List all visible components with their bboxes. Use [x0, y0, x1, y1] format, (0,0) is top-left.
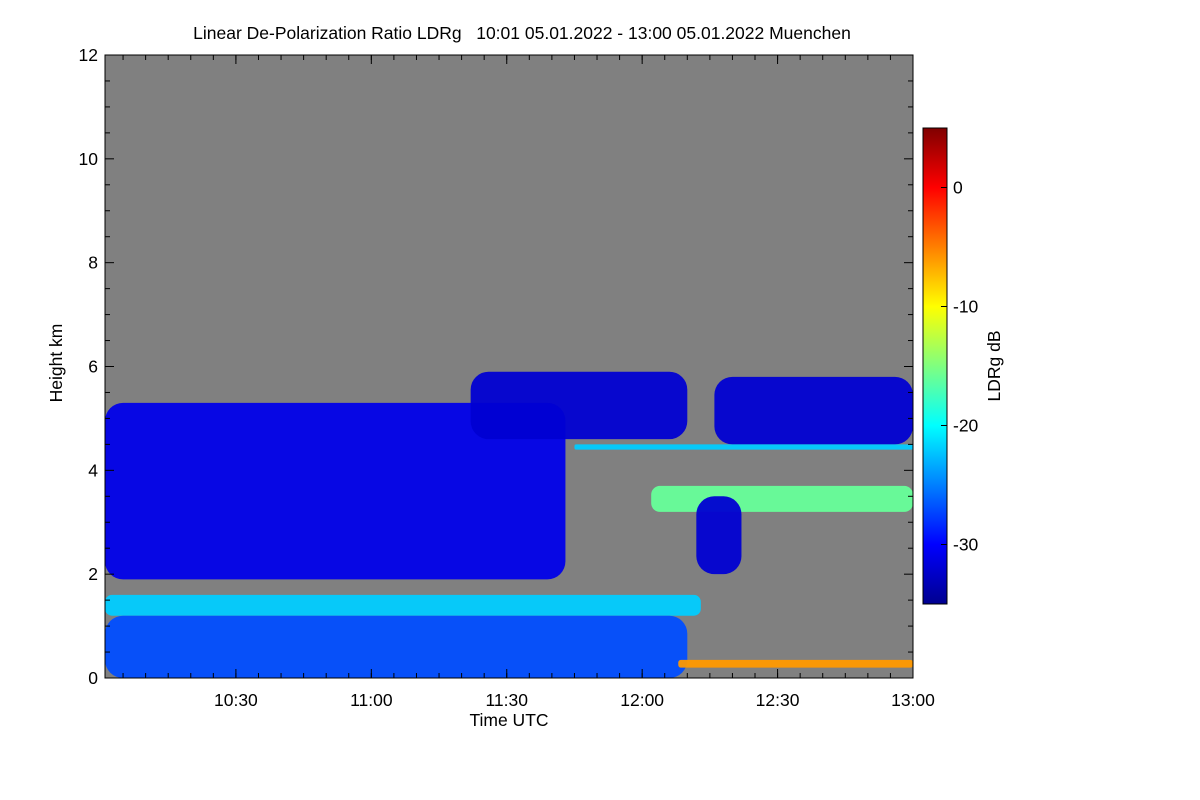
feature-upper-cloud — [470, 371, 688, 440]
y-axis: 0 2 4 6 8 10 12 — [79, 45, 913, 688]
colorbar-ticks: 0 -10 -20 -30 — [941, 178, 979, 555]
feature-fall-streak — [696, 496, 742, 575]
x-axis-label: Time UTC — [469, 710, 548, 730]
colorbar-label: LDRg dB — [984, 330, 1004, 401]
y-tick-label: 2 — [88, 564, 98, 584]
x-tick-label: 12:00 — [620, 690, 664, 710]
chart-title: Linear De-Polarization Ratio LDRg 10:01 … — [193, 23, 851, 43]
feature-main-cloud-layer — [105, 402, 566, 580]
y-tick-label: 10 — [79, 149, 99, 169]
colorbar-tick-label: 0 — [953, 178, 963, 198]
plot-background — [105, 55, 913, 678]
colorbar — [922, 127, 948, 605]
feature-boundary-layer-top — [105, 594, 701, 616]
x-tick-label: 10:30 — [214, 690, 258, 710]
y-axis-label: Height km — [46, 324, 66, 403]
x-tick-label: 12:30 — [756, 690, 800, 710]
colorbar-tick-label: -10 — [953, 297, 979, 317]
x-axis: 10:30 11:00 11:30 12:00 12:30 13:00 — [122, 55, 935, 710]
y-tick-label: 0 — [88, 668, 98, 688]
feature-aerosol-layer — [651, 485, 913, 512]
colorbar-tick-label: -30 — [953, 535, 979, 555]
x-tick-label: 11:30 — [485, 690, 528, 710]
y-tick-label: 4 — [88, 460, 98, 480]
feature-thin-layer — [574, 444, 913, 450]
feature-upper-cloud-east — [714, 376, 913, 445]
y-tick-label: 8 — [88, 253, 98, 273]
x-tick-label: 11:00 — [350, 690, 393, 710]
x-tick-label: 13:00 — [891, 690, 935, 710]
y-tick-label: 6 — [88, 357, 98, 377]
colorbar-tick-label: -20 — [953, 416, 979, 436]
y-tick-label: 12 — [79, 45, 98, 65]
cloud-features — [105, 371, 913, 678]
feature-precipitation — [105, 615, 688, 678]
feature-surface-layer — [678, 659, 913, 668]
